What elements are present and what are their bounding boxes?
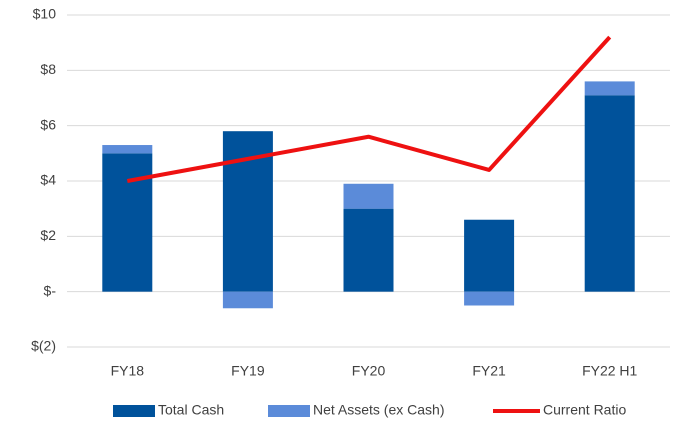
x-tick-label: FY19 [231,363,265,379]
y-tick-label: $- [44,282,57,298]
x-tick-label: FY22 H1 [582,363,637,379]
x-tick-label: FY21 [472,363,506,379]
bar [584,81,635,96]
y-tick-label: $2 [40,227,56,243]
bar [343,208,394,292]
bar [464,291,515,306]
bar [222,291,273,309]
line [126,35,612,183]
legend-label: Total Cash [158,402,224,418]
legend-swatch [268,405,310,417]
bar [102,145,153,154]
x-tick-label: FY18 [111,363,145,379]
legend-label: Net Assets (ex Cash) [313,402,445,418]
legend-swatch [113,405,155,417]
bar [102,153,153,292]
y-tick-label: $8 [40,61,56,77]
y-tick-label: $4 [40,172,56,188]
bar [584,95,635,292]
x-tick-label: FY20 [352,363,386,379]
y-tick-label: $10 [33,6,57,22]
y-tick-label: $(2) [31,338,56,354]
bar [464,219,515,292]
legend-label: Current Ratio [543,402,626,418]
bar [343,183,394,209]
y-tick-label: $6 [40,116,56,132]
